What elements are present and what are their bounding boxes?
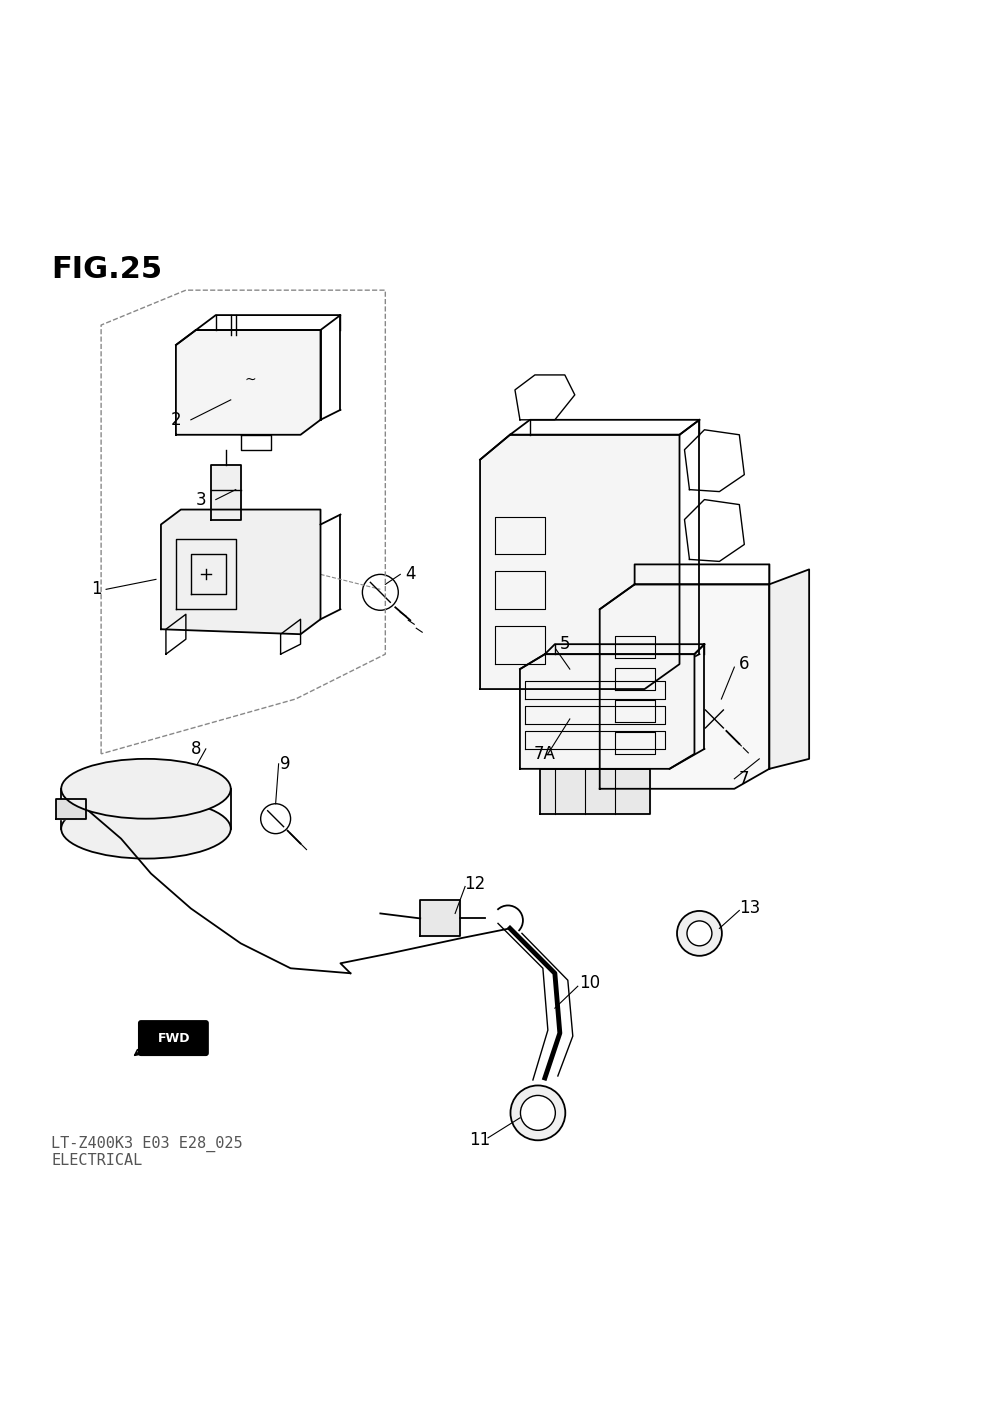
Polygon shape bbox=[56, 798, 86, 818]
Ellipse shape bbox=[61, 759, 231, 818]
Text: 5: 5 bbox=[560, 635, 570, 654]
Text: ~: ~ bbox=[245, 373, 257, 387]
Polygon shape bbox=[480, 435, 680, 689]
Polygon shape bbox=[176, 330, 320, 435]
Text: 7A: 7A bbox=[534, 744, 556, 763]
Text: 4: 4 bbox=[405, 566, 416, 583]
Ellipse shape bbox=[677, 910, 722, 956]
Text: 9: 9 bbox=[280, 754, 291, 773]
Ellipse shape bbox=[510, 1085, 565, 1140]
Polygon shape bbox=[161, 509, 320, 634]
Text: 6: 6 bbox=[739, 655, 750, 674]
Ellipse shape bbox=[61, 798, 231, 858]
Text: 12: 12 bbox=[464, 875, 486, 892]
Polygon shape bbox=[769, 570, 809, 769]
Polygon shape bbox=[420, 900, 460, 936]
Text: 3: 3 bbox=[196, 491, 206, 509]
Text: 10: 10 bbox=[579, 974, 600, 993]
Polygon shape bbox=[540, 769, 650, 814]
Text: 1: 1 bbox=[91, 580, 101, 598]
Polygon shape bbox=[520, 654, 694, 769]
Text: 13: 13 bbox=[739, 899, 760, 917]
Text: 11: 11 bbox=[469, 1130, 491, 1149]
Text: 2: 2 bbox=[171, 411, 181, 428]
Text: FIG.25: FIG.25 bbox=[51, 255, 162, 284]
Text: ELECTRICAL: ELECTRICAL bbox=[51, 1153, 143, 1168]
Polygon shape bbox=[211, 465, 241, 519]
Ellipse shape bbox=[687, 920, 712, 946]
FancyBboxPatch shape bbox=[139, 1021, 208, 1055]
Text: 8: 8 bbox=[191, 740, 201, 757]
Text: 7: 7 bbox=[739, 770, 750, 788]
Polygon shape bbox=[600, 584, 769, 788]
Ellipse shape bbox=[520, 1096, 555, 1130]
Text: FWD: FWD bbox=[158, 1031, 190, 1045]
Text: LT-Z400K3 E03 E28_025: LT-Z400K3 E03 E28_025 bbox=[51, 1136, 243, 1151]
